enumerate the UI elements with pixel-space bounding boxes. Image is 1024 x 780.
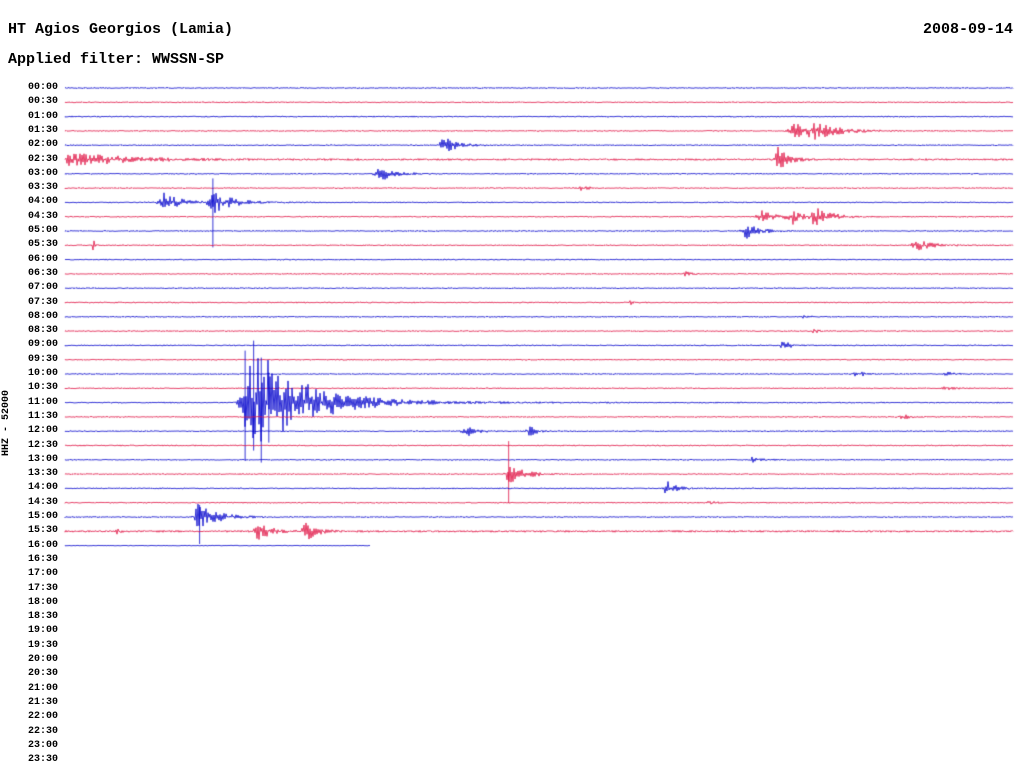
time-label: 08:30 — [27, 325, 58, 337]
time-label: 16:00 — [27, 539, 58, 551]
time-label: 16:30 — [27, 553, 58, 565]
time-label: 21:30 — [27, 696, 58, 708]
time-label: 10:00 — [27, 368, 58, 379]
time-label: 15:00 — [27, 511, 58, 522]
time-label: 07:30 — [27, 296, 58, 308]
time-label: 11:00 — [27, 396, 58, 408]
time-label: 11:30 — [27, 410, 58, 422]
time-label: 12:30 — [27, 439, 58, 451]
time-label: 20:30 — [27, 668, 58, 680]
time-label: 18:30 — [27, 611, 58, 623]
time-label: 19:30 — [27, 639, 58, 651]
time-label: 14:00 — [27, 482, 58, 494]
time-label: 17:30 — [27, 582, 58, 594]
time-label: 23:00 — [27, 739, 58, 751]
time-label: 09:30 — [27, 353, 58, 365]
time-label: 13:30 — [27, 468, 58, 480]
time-label: 10:30 — [27, 382, 58, 394]
time-label: 18:00 — [27, 596, 58, 608]
time-axis: 00:00 00:30 01:00 01:30 02:00 02:30 03:00 03:30… — [0, 0, 58, 780]
time-label: 02:30 — [27, 153, 58, 165]
time-label: 14:30 — [27, 496, 58, 508]
time-label: 22:00 — [27, 711, 58, 723]
time-label: 22:30 — [27, 725, 58, 737]
time-label: 15:30 — [27, 525, 58, 537]
time-label: 03:30 — [27, 182, 58, 194]
time-label: 08:00 — [27, 310, 58, 322]
time-label: 20:00 — [27, 654, 58, 665]
time-label: 07:00 — [27, 282, 58, 294]
time-label: 00:30 — [27, 96, 58, 108]
time-label: 04:00 — [27, 196, 58, 208]
time-label: 00:00 — [27, 82, 58, 93]
time-label: 06:00 — [27, 253, 58, 265]
time-label: 03:00 — [27, 167, 58, 179]
time-label: 09:00 — [27, 339, 58, 351]
time-label: 12:00 — [27, 425, 58, 437]
time-label: 04:30 — [27, 210, 58, 222]
time-label: 05:30 — [27, 239, 58, 251]
time-label: 06:30 — [27, 267, 58, 279]
time-label: 19:00 — [27, 625, 58, 637]
time-label: 17:00 — [27, 568, 58, 580]
time-label: 01:00 — [27, 110, 58, 122]
time-label: 23:30 — [27, 754, 58, 766]
time-label: 02:00 — [27, 139, 58, 151]
time-label: 01:30 — [27, 124, 58, 136]
time-label: 21:00 — [27, 682, 58, 694]
time-label: 13:00 — [27, 453, 58, 465]
time-label: 05:00 — [27, 225, 58, 236]
